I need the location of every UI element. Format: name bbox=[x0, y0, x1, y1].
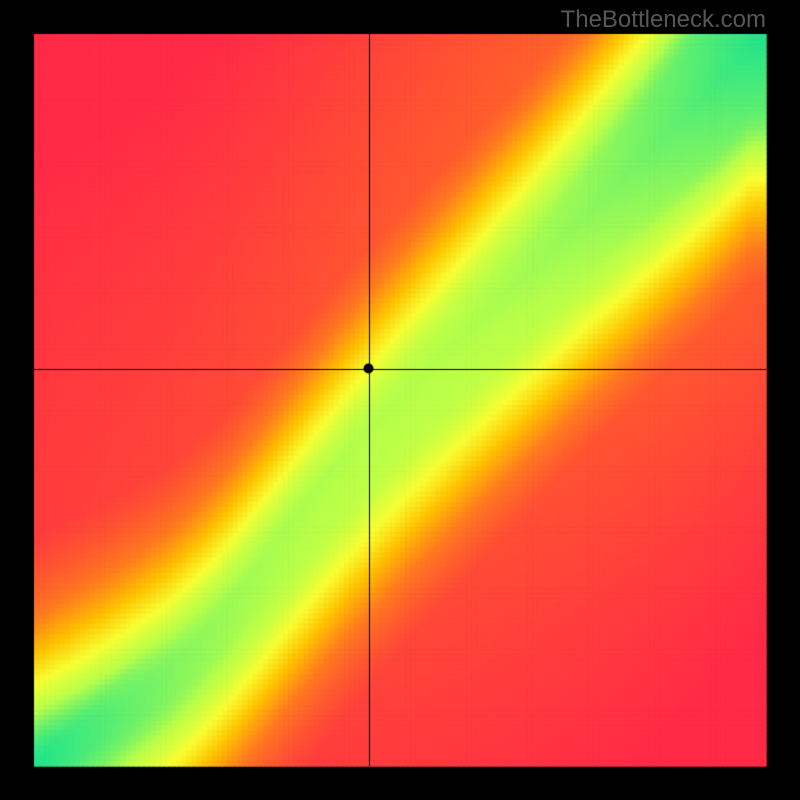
watermark-text: TheBottleneck.com bbox=[561, 6, 766, 34]
heatmap-canvas bbox=[0, 0, 800, 800]
chart-container: TheBottleneck.com bbox=[0, 0, 800, 800]
